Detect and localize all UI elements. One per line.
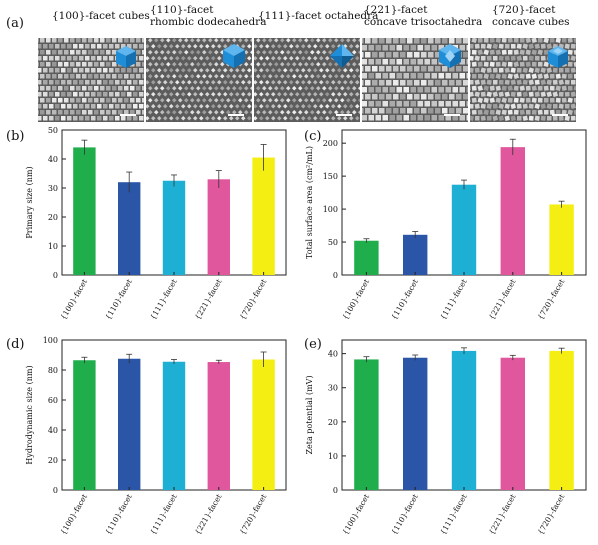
x-tick-label: {111}-facet	[438, 493, 468, 537]
y-tick-label: 40	[48, 155, 58, 164]
bar	[451, 184, 477, 275]
bar	[403, 357, 428, 490]
x-tick-label: {221}-facet	[487, 278, 517, 322]
bar	[162, 361, 186, 490]
bar	[118, 182, 141, 275]
y-tick-label: 50	[48, 126, 58, 135]
x-tick-label: {720}-facet	[238, 278, 268, 322]
bar	[354, 240, 379, 275]
x-tick-label: {221}-facet	[193, 493, 223, 537]
bar	[252, 157, 275, 275]
y-tick-label: 0	[333, 271, 338, 280]
octahedron-crystal-icon	[330, 44, 354, 68]
sem-texture	[146, 38, 252, 122]
x-tick-label: {100}-facet	[59, 493, 89, 537]
y-tick-label: 0	[333, 486, 338, 495]
y-tick-label: 10	[48, 242, 58, 251]
x-tick-label: {720}-facet	[536, 278, 566, 322]
x-tick-label: {111}-facet	[438, 278, 468, 322]
x-tick-label: {720}-facet	[536, 493, 566, 537]
bar	[354, 359, 379, 490]
bar	[403, 234, 428, 275]
bar	[500, 357, 525, 490]
y-tick-label: 0	[53, 486, 58, 495]
image-title-cubes: {100}-facet cubes	[52, 10, 150, 22]
sem-image-5	[470, 38, 576, 122]
chart-total-surface-area: (c) 0 50 100 150 200 Total surface area (cm²/m…	[304, 129, 587, 322]
panel-letter: (b)	[6, 129, 24, 144]
bar	[73, 147, 96, 275]
image-title-trisoctahedra: {221}-facet concave trisoctahedra	[364, 4, 483, 28]
x-tick-label: {111}-facet	[148, 278, 178, 322]
y-tick-label: 10	[328, 452, 338, 461]
cube-crystal-icon	[116, 46, 136, 68]
bar	[549, 204, 574, 275]
x-tick-label: {100}-facet	[341, 278, 371, 322]
bar	[500, 147, 525, 275]
sem-texture	[470, 38, 576, 122]
x-tick-label: {110}-facet	[389, 278, 419, 322]
y-tick-label: 20	[48, 456, 58, 465]
y-tick-label: 50	[328, 238, 338, 247]
x-tick-label: {110}-facet	[389, 493, 419, 537]
y-tick-label: 20	[48, 213, 58, 222]
chart-zeta-potential: (e) 0 10 20 30 40 Zeta potential (mV) {100}-fac…	[304, 337, 587, 537]
bar	[207, 362, 230, 490]
y-tick-label: 20	[328, 418, 338, 427]
y-tick-label: 100	[323, 205, 338, 214]
x-tick-label: {221}-facet	[487, 493, 517, 537]
chart-primary-size: (b) 0 10 20 30 40 50 Primary size (nm) {100}-fac…	[6, 126, 287, 322]
sem-image-1	[38, 38, 144, 122]
panel-a-letter: (a)	[6, 16, 24, 31]
panel-letter: (d)	[6, 337, 24, 352]
chart-hydrodynamic-size: (d) 0 20 40 60 80 100 Hydrodynamic size (nm) {10…	[6, 336, 287, 537]
y-axis-label: Primary size (nm)	[25, 166, 34, 238]
x-tick-label: {110}-facet	[103, 278, 133, 322]
image-title-rhombic-dodecahedra: {110}-facet rhombic dodecahedra	[150, 4, 267, 28]
y-axis-label: Zeta potential (mV)	[305, 375, 314, 454]
image-title-concave-cubes: {720}-facet concave cubes	[492, 4, 570, 28]
x-tick-label: {110}-facet	[103, 493, 133, 537]
bar	[73, 360, 96, 490]
sem-texture	[362, 38, 468, 122]
rhombic-dodecahedron-crystal-icon	[223, 44, 245, 68]
y-tick-label: 100	[43, 336, 58, 345]
bar	[252, 359, 275, 490]
bar	[162, 180, 186, 275]
y-tick-label: 60	[48, 396, 58, 405]
sem-image-2	[146, 38, 252, 122]
y-tick-label: 150	[323, 172, 338, 181]
y-tick-label: 40	[328, 350, 338, 359]
bar	[207, 179, 230, 275]
scale-bar	[228, 114, 244, 116]
scale-bar	[552, 114, 568, 116]
trisoctahedron-crystal-icon	[439, 44, 461, 68]
sem-image-3	[254, 38, 360, 122]
y-axis-label: Total surface area (cm²/mL)	[305, 146, 314, 259]
bar	[118, 358, 141, 490]
scale-bar	[444, 114, 460, 116]
image-title-octahedra: {111}-facet octahedra	[258, 10, 379, 22]
bar	[451, 350, 477, 490]
panel-letter: (c)	[304, 129, 321, 144]
x-tick-label: {100}-facet	[341, 493, 371, 537]
y-tick-label: 30	[48, 184, 58, 193]
x-tick-label: {720}-facet	[238, 493, 268, 537]
y-tick-label: 30	[328, 384, 338, 393]
panel-letter: (e)	[304, 337, 322, 352]
y-tick-label: 0	[53, 271, 58, 280]
bar	[549, 350, 574, 490]
y-tick-label: 40	[48, 426, 58, 435]
x-tick-label: {100}-facet	[59, 278, 89, 322]
y-axis-label: Hydrodynamic size (nm)	[25, 365, 34, 464]
x-tick-label: {111}-facet	[148, 493, 178, 537]
sem-image-4	[362, 38, 468, 122]
concave-cube-crystal-icon	[548, 46, 568, 68]
scale-bar	[336, 114, 352, 116]
x-tick-label: {221}-facet	[193, 278, 223, 322]
y-tick-label: 80	[48, 366, 58, 375]
y-tick-label: 200	[323, 139, 338, 148]
scale-bar	[120, 114, 136, 116]
